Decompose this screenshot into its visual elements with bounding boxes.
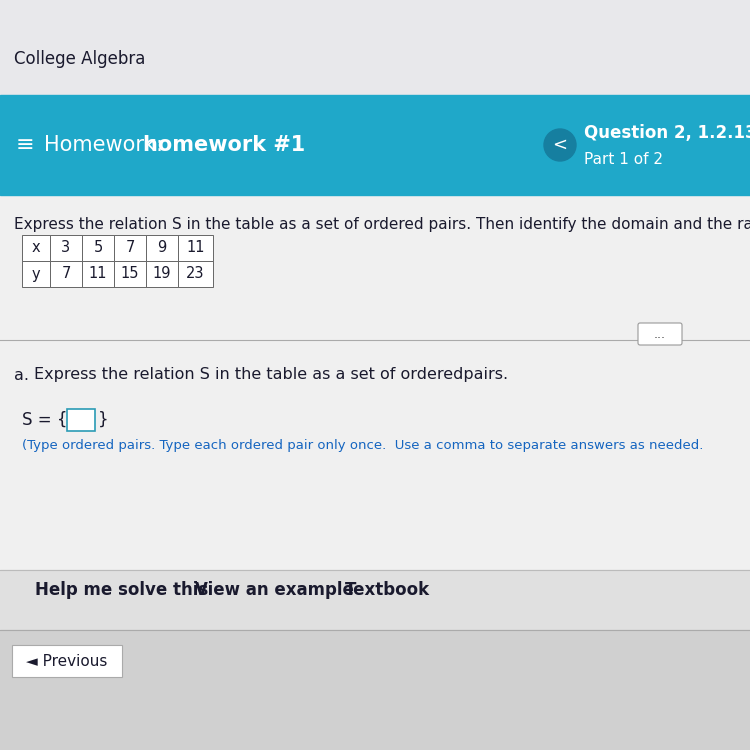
Bar bbox=[82, 235, 114, 261]
Bar bbox=[12, 645, 122, 677]
Bar bbox=[22, 261, 50, 287]
Bar bbox=[0, 570, 750, 630]
Text: 5: 5 bbox=[93, 241, 103, 256]
Bar bbox=[67, 409, 95, 431]
Text: View an example: View an example bbox=[195, 581, 354, 599]
Bar bbox=[146, 235, 178, 261]
Bar bbox=[114, 235, 146, 261]
Text: Homework:: Homework: bbox=[44, 135, 170, 155]
Text: y: y bbox=[32, 266, 40, 281]
Bar bbox=[0, 95, 750, 195]
Bar bbox=[50, 235, 82, 261]
Text: 7: 7 bbox=[125, 241, 135, 256]
Text: 9: 9 bbox=[158, 241, 166, 256]
Text: Textbook: Textbook bbox=[345, 581, 430, 599]
Text: 23: 23 bbox=[186, 266, 205, 281]
Text: 11: 11 bbox=[186, 241, 205, 256]
Circle shape bbox=[544, 129, 576, 161]
Bar bbox=[82, 261, 114, 287]
Text: homework #1: homework #1 bbox=[143, 135, 305, 155]
Text: ◄ Previous: ◄ Previous bbox=[26, 653, 108, 668]
Text: a.: a. bbox=[14, 368, 29, 382]
Bar bbox=[114, 261, 146, 287]
Bar bbox=[0, 195, 750, 750]
Text: 19: 19 bbox=[153, 266, 171, 281]
Text: Express the relation S in the table as a set of ordered pairs. Then identify the: Express the relation S in the table as a… bbox=[14, 217, 750, 232]
FancyBboxPatch shape bbox=[638, 323, 682, 345]
Text: Part 1 of 2: Part 1 of 2 bbox=[584, 152, 663, 166]
Bar bbox=[178, 235, 213, 261]
Text: 15: 15 bbox=[121, 266, 140, 281]
Text: ...: ... bbox=[654, 328, 666, 341]
Text: 7: 7 bbox=[62, 266, 70, 281]
Bar bbox=[0, 630, 750, 750]
Text: (Type ordered pairs. Type each ordered pair only once.  Use a comma to separate : (Type ordered pairs. Type each ordered p… bbox=[22, 439, 703, 452]
Text: S = {: S = { bbox=[22, 411, 68, 429]
Text: 3: 3 bbox=[62, 241, 70, 256]
Bar bbox=[50, 261, 82, 287]
Text: <: < bbox=[553, 136, 568, 154]
Text: College Algebra: College Algebra bbox=[14, 50, 146, 68]
Bar bbox=[0, 0, 750, 95]
Text: x: x bbox=[32, 241, 40, 256]
Bar bbox=[146, 261, 178, 287]
Text: Help me solve this: Help me solve this bbox=[35, 581, 209, 599]
Text: Express the relation S in the table as a set of ordered​pairs.: Express the relation S in the table as a… bbox=[34, 368, 508, 382]
Bar bbox=[0, 195, 750, 630]
Text: }: } bbox=[98, 411, 109, 429]
Text: ≡: ≡ bbox=[16, 135, 34, 155]
Text: 11: 11 bbox=[88, 266, 107, 281]
Bar bbox=[178, 261, 213, 287]
Bar bbox=[22, 235, 50, 261]
Text: Question 2, 1.2.13: Question 2, 1.2.13 bbox=[584, 124, 750, 142]
